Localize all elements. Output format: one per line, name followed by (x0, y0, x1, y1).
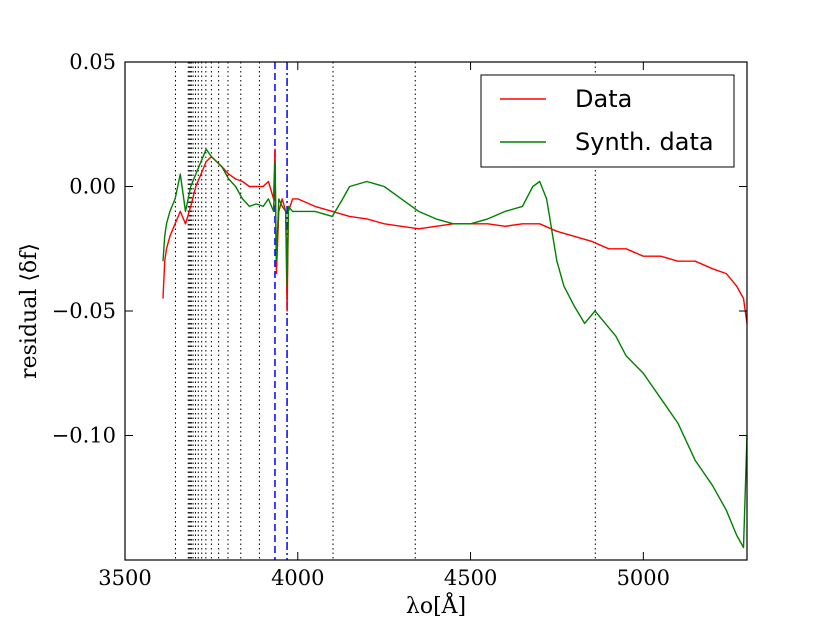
y-tick-label: −0.10 (52, 424, 116, 448)
y-tick-label: 0.05 (69, 50, 116, 74)
y-axis-label: residual ⟨δf⟩ (17, 243, 42, 379)
y-tick-label: −0.05 (52, 299, 116, 323)
x-tick-label: 4500 (444, 566, 497, 590)
reference-lines (174, 62, 596, 560)
axis-ticks (124, 61, 747, 560)
x-axis-label: λo[Å] (406, 591, 466, 619)
series-layer (162, 148, 748, 549)
series-line-synth-data (162, 148, 748, 549)
x-tick-label: 3500 (98, 566, 151, 590)
series-line-data (162, 148, 748, 324)
legend: Data Synth. data (480, 74, 735, 168)
y-tick-label: 0.00 (69, 175, 116, 199)
x-tick-label: 4000 (271, 566, 324, 590)
x-tick-label: 5000 (617, 566, 670, 590)
legend-box (480, 74, 735, 168)
legend-label-data: Data (575, 85, 632, 113)
legend-label-synth: Synth. data (575, 128, 714, 156)
